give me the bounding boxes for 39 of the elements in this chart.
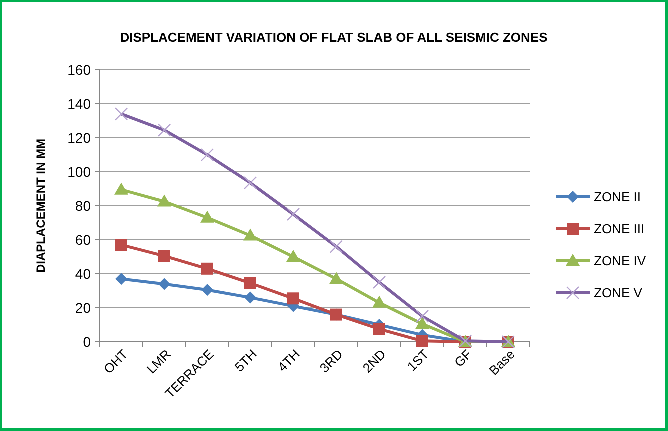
point — [244, 228, 258, 241]
point — [158, 194, 172, 207]
point — [116, 239, 128, 252]
point — [416, 317, 430, 330]
point — [158, 250, 170, 262]
chart-title: DISPLACEMENT VARIATION OF FLAT SLAB OF ALL SEISMIC ZONES — [120, 30, 548, 45]
point — [116, 273, 128, 286]
y-tick-label: 140 — [68, 96, 92, 112]
y-tick-label: 120 — [68, 130, 92, 146]
point — [330, 272, 344, 284]
y-tick-label: 20 — [75, 300, 92, 316]
point — [416, 335, 428, 348]
x-tick-label: 4TH — [274, 346, 303, 375]
point — [244, 277, 256, 290]
point — [286, 250, 300, 262]
point — [202, 284, 214, 296]
y-tick-label: 100 — [68, 164, 92, 180]
point — [200, 210, 214, 223]
legend-label: ZONE V — [594, 286, 643, 301]
x-tick-label: 3RD — [316, 346, 346, 376]
legend-label: ZONE III — [594, 222, 645, 237]
x-tick-label: 2ND — [360, 346, 389, 376]
point — [288, 292, 300, 305]
x-tick-label: 5TH — [232, 346, 260, 375]
legend-label: ZONE IV — [594, 254, 646, 269]
y-tick-label: 60 — [75, 232, 92, 248]
y-tick-label: 40 — [75, 266, 92, 282]
y-tick-label: 80 — [75, 198, 92, 214]
y-tick-label: 0 — [83, 334, 92, 350]
x-tick-label: GF — [451, 346, 475, 370]
y-tick-label: 160 — [68, 62, 92, 78]
point — [114, 182, 128, 195]
point — [202, 262, 214, 275]
legend-label: ZONE II — [594, 190, 641, 205]
y-axis-title: DIAPLACEMENT IN MM — [34, 139, 48, 273]
point — [158, 278, 170, 290]
point — [244, 292, 256, 304]
point — [372, 296, 386, 308]
point — [374, 323, 386, 336]
